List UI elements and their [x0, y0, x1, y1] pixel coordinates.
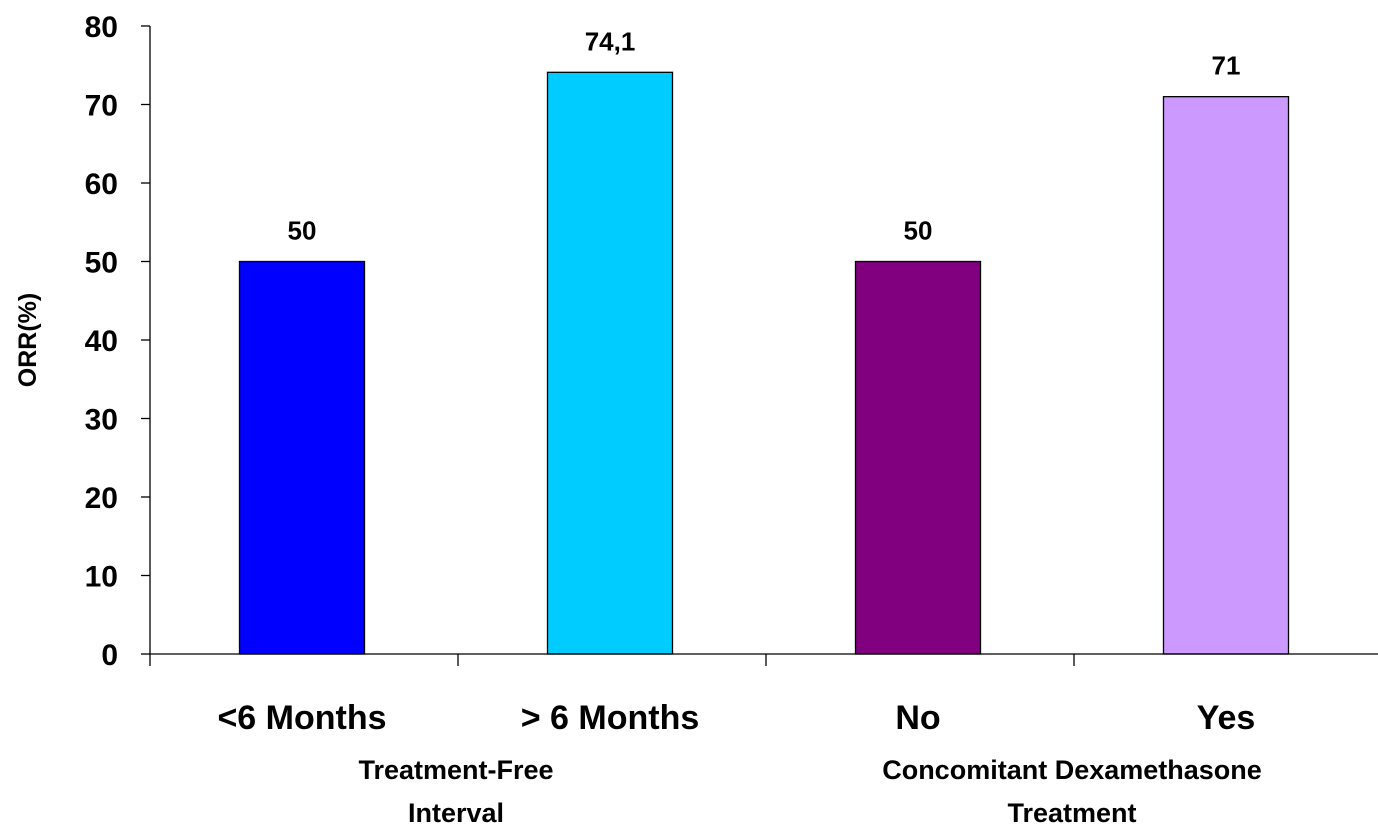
y-tick-label: 20 — [85, 482, 118, 515]
y-axis-ticks: 0 10 20 30 40 50 60 70 80 — [85, 11, 150, 672]
y-tick-label: 10 — [85, 561, 118, 594]
data-label: 71 — [1212, 51, 1241, 81]
data-label: 50 — [904, 216, 933, 246]
bar — [1162, 96, 1290, 655]
y-tick-label: 0 — [101, 639, 118, 672]
bar — [854, 260, 982, 655]
x-axis-ticks — [149, 654, 1075, 666]
group-label: Interval — [408, 798, 504, 828]
y-tick-label: 50 — [85, 247, 118, 280]
data-label: 74,1 — [585, 26, 636, 56]
data-labels: 50 74,1 50 71 — [288, 26, 1241, 245]
x-tick-label: > 6 Months — [521, 699, 700, 737]
y-tick-label: 80 — [85, 11, 118, 44]
y-axis-title: ORR(%) — [14, 293, 42, 387]
x-tick-label: No — [895, 699, 940, 737]
group-label: Treatment-Free — [358, 755, 553, 785]
x-tick-label: <6 Months — [217, 699, 386, 737]
y-tick-label: 40 — [85, 325, 118, 358]
bar — [238, 260, 366, 655]
x-tick-label: Yes — [1197, 699, 1256, 737]
group-labels: Treatment-Free Interval Concomitant Dexame… — [358, 755, 1261, 828]
category-labels: <6 Months > 6 Months No Yes — [217, 699, 1255, 737]
bars — [238, 71, 1290, 655]
y-tick-label: 70 — [85, 90, 118, 123]
bar — [546, 71, 674, 655]
group-label: Concomitant Dexamethasone — [882, 755, 1262, 785]
y-tick-label: 60 — [85, 168, 118, 201]
data-label: 50 — [288, 216, 317, 246]
y-tick-label: 30 — [85, 404, 118, 437]
group-label: Treatment — [1007, 798, 1136, 828]
